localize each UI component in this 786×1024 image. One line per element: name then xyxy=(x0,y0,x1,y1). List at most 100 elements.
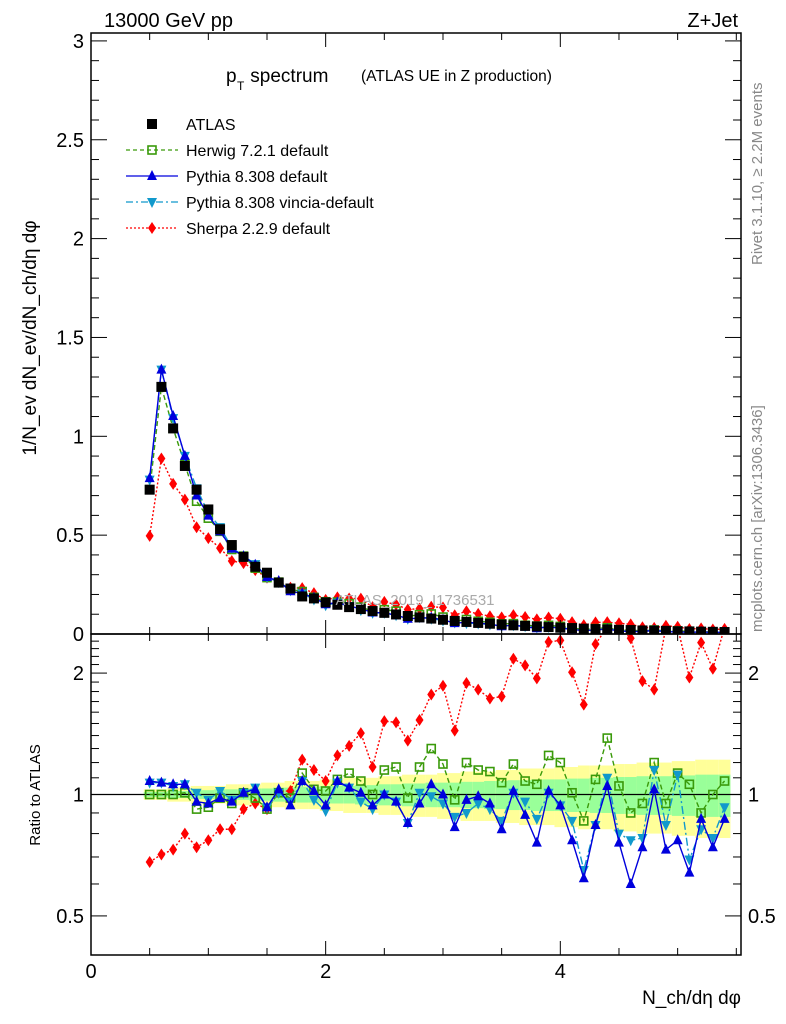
atlas-data-point xyxy=(496,619,507,630)
pythia-ratio-point xyxy=(625,877,636,888)
legend: ATLAS Herwig 7.2.1 default Pythia 8.308 … xyxy=(126,117,374,238)
sherpa-main-point xyxy=(415,602,424,615)
pythia-ratio-point xyxy=(367,799,378,810)
x-axis-label: N_ch/dη dφ xyxy=(642,988,741,1009)
main-y-tick-label: 1.5 xyxy=(56,327,84,349)
band-inner-bin xyxy=(648,776,661,815)
pythia-ratio-point xyxy=(285,799,296,810)
herwig-ratio-point xyxy=(496,777,507,788)
ratio-y-tick-label: 1 xyxy=(73,785,84,807)
sherpa-ratio-point xyxy=(697,636,706,649)
sherpa-main-point xyxy=(462,605,471,618)
pythia-ratio-point xyxy=(168,778,179,789)
legend-marker-pythia xyxy=(147,170,157,180)
pythia-main-point xyxy=(168,410,179,421)
herwig-ratio-point xyxy=(426,743,437,754)
herwig-ratio-point xyxy=(250,793,261,803)
sherpa-main-point xyxy=(216,542,225,555)
herwig-ratio-point xyxy=(320,786,331,796)
sherpa-main-point xyxy=(345,592,354,605)
atlas-data-point xyxy=(320,597,331,608)
herwig-ratio-point xyxy=(438,759,448,769)
pythia-ratio-point xyxy=(144,775,155,786)
herwig-ratio-point xyxy=(708,789,718,800)
herwig-ratio-point xyxy=(391,762,401,772)
atlas-data-point xyxy=(543,622,554,633)
herwig-ratio-point xyxy=(379,765,390,775)
legend-label-vincia: Pythia 8.308 vincia-default xyxy=(186,195,374,212)
pythia-ratio-point xyxy=(355,786,366,797)
atlas-data-point xyxy=(144,484,155,495)
atlas-data-point xyxy=(578,623,589,634)
band-inner-bin xyxy=(660,776,672,815)
pythia-ratio-point xyxy=(191,795,202,806)
sherpa-ratio-point xyxy=(368,760,377,773)
sherpa-ratio-point xyxy=(251,797,260,810)
legend-marker-atlas xyxy=(147,119,157,129)
band-inner-bin xyxy=(671,775,684,816)
pythia-ratio-point xyxy=(414,797,425,808)
herwig-ratio-point xyxy=(144,789,155,800)
herwig-ratio-point xyxy=(344,768,354,778)
sherpa-ratio-point xyxy=(650,683,659,696)
sherpa-ratio-point xyxy=(169,843,178,856)
atlas-data-point xyxy=(273,577,284,588)
vincia-ratio-point xyxy=(355,797,366,808)
herwig-ratio-point xyxy=(485,766,495,777)
pythia-ratio-point xyxy=(508,785,519,796)
sherpa-ratio-point xyxy=(333,749,342,762)
sherpa-ratio-point xyxy=(497,690,506,703)
atlas-data-point xyxy=(696,626,707,634)
atlas-data-point xyxy=(637,625,648,634)
atlas-data-point xyxy=(719,627,730,634)
pythia-main-point xyxy=(144,472,155,483)
atlas-data-point xyxy=(649,625,660,634)
atlas-data-point xyxy=(625,625,636,634)
sherpa-main-point xyxy=(157,452,166,465)
vincia-ratio-point xyxy=(320,807,331,818)
herwig-ratio-point xyxy=(590,774,601,785)
sherpa-main-point xyxy=(180,493,189,506)
main-y-tick-label: 1 xyxy=(73,426,84,448)
atlas-data-point xyxy=(297,591,308,602)
pythia-ratio-point xyxy=(332,775,343,786)
title-p: p xyxy=(226,66,237,87)
data-marks xyxy=(144,363,730,888)
main-y-tick-label: 0.5 xyxy=(56,525,84,547)
vincia-ratio-point xyxy=(531,814,542,825)
pythia-ratio-point xyxy=(238,786,249,797)
sherpa-ratio-point xyxy=(474,683,483,696)
sherpa-main-line xyxy=(148,456,725,631)
title-sub: T xyxy=(237,79,245,93)
sherpa-main-point xyxy=(192,521,201,534)
pythia-ratio-point xyxy=(203,797,214,808)
pythia-ratio-point xyxy=(215,792,226,803)
pythia-ratio-point xyxy=(273,783,284,794)
header-right: Z+Jet xyxy=(687,10,738,32)
herwig-ratio-point xyxy=(156,789,167,800)
atlas-data-point xyxy=(484,618,495,629)
vincia-ratio-point xyxy=(719,803,730,814)
band-inner-bin xyxy=(577,778,590,812)
atlas-data-point xyxy=(261,567,272,578)
sherpa-main-point xyxy=(169,477,178,490)
plot-title: p T spectrum (ATLAS UE in Z production) xyxy=(226,66,552,93)
sherpa-ratio-point xyxy=(180,827,189,840)
pythia-ratio-point xyxy=(578,872,589,883)
sherpa-main-point xyxy=(509,609,518,622)
atlas-data-point xyxy=(473,617,484,628)
ratio-y-tick-label-right: 0.5 xyxy=(748,906,776,928)
vincia-ratio-point xyxy=(602,773,613,784)
band-inner-bin xyxy=(718,774,731,817)
legend-marker-sherpa xyxy=(148,222,156,234)
pythia-ratio-point xyxy=(461,793,472,804)
herwig-ratio-point xyxy=(414,762,425,772)
vincia-ratio-point xyxy=(449,812,460,823)
band-inner-bin xyxy=(683,775,696,816)
atlas-data-point xyxy=(391,609,402,620)
atlas-data-point xyxy=(215,524,226,535)
sherpa-ratio-point xyxy=(626,634,635,645)
herwig-ratio-point xyxy=(402,793,413,803)
band-inner-bin xyxy=(530,779,543,812)
vincia-ratio-point xyxy=(473,799,484,810)
